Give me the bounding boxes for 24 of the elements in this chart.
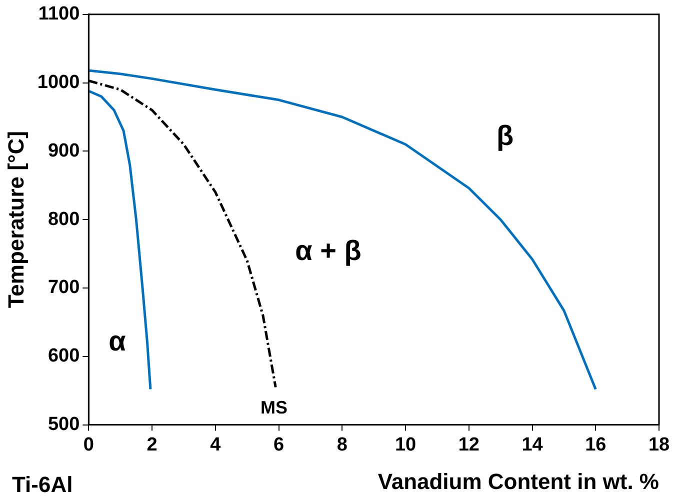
y-axis-title: Temperature [°C] — [3, 131, 28, 308]
y-tick-label: 900 — [48, 140, 80, 162]
y-tick-label: 1000 — [37, 72, 80, 94]
annotation: α + β — [295, 235, 362, 266]
text: Ti-6Al — [12, 472, 73, 498]
annotation: MS — [260, 397, 288, 418]
x-tick-label: 4 — [210, 434, 222, 456]
y-tick-label: 600 — [48, 346, 80, 367]
annotation: α — [108, 325, 126, 356]
x-tick-label: 14 — [522, 434, 544, 456]
x-tick-label: 8 — [336, 434, 348, 456]
y-tick-label: 1100 — [38, 4, 80, 25]
x-tick-label: 10 — [394, 434, 416, 456]
annotation: β — [496, 120, 514, 152]
y-tick-label: 500 — [48, 414, 80, 436]
y-tick-label: 700 — [48, 277, 80, 298]
x-tick-label: 2 — [146, 434, 158, 456]
x-tick-label: 18 — [648, 434, 670, 456]
x-tick-label: 6 — [273, 434, 284, 456]
x-axis-title: Vanadium Content in wt. % — [378, 468, 659, 494]
x-tick-label: 0 — [83, 434, 94, 456]
x-tick-label: 16 — [585, 434, 606, 456]
y-tick-label: 800 — [48, 208, 80, 230]
x-tick-label: 12 — [458, 434, 480, 456]
